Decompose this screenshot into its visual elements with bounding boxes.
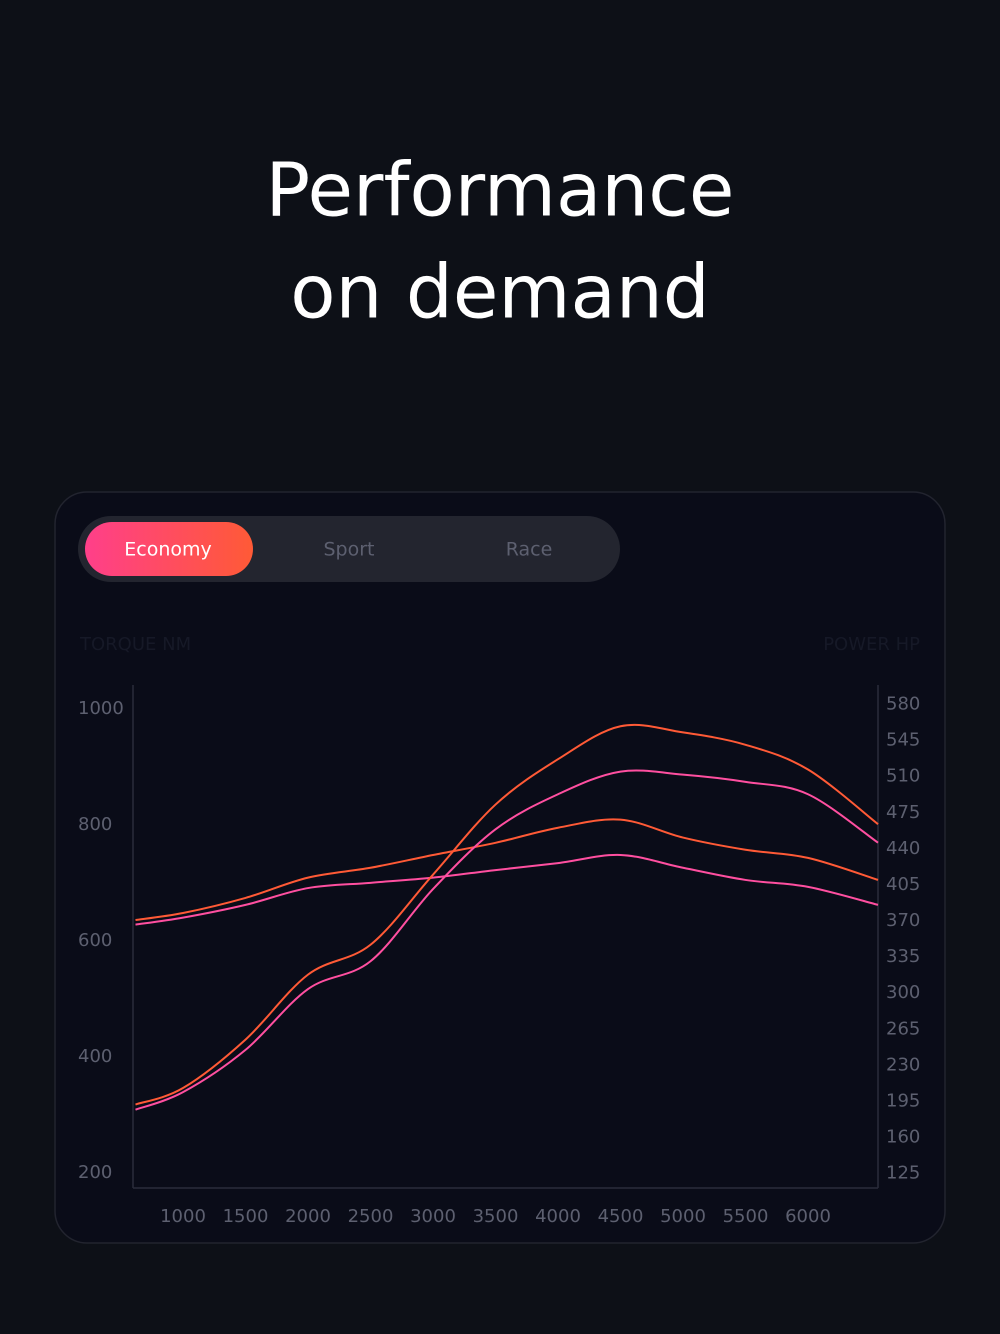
y2-tick-label: 475 — [886, 802, 920, 823]
y-tick-label: 400 — [78, 1046, 112, 1067]
y2-tick-label: 335 — [886, 946, 920, 967]
tab-label[interactable]: Economy — [124, 539, 212, 561]
tab-label[interactable]: Sport — [323, 539, 374, 561]
y2-tick-label: 160 — [886, 1126, 920, 1147]
x-tick-label: 2000 — [285, 1206, 331, 1227]
y-tick-label: 1000 — [78, 698, 124, 719]
y-tick-label: 200 — [78, 1162, 112, 1183]
x-tick-label: 5000 — [660, 1206, 706, 1227]
x-tick-label: 5500 — [723, 1206, 769, 1227]
headline: Performance — [266, 148, 735, 234]
y2-tick-label: 230 — [886, 1054, 920, 1075]
x-tick-label: 2500 — [348, 1206, 394, 1227]
y2-tick-label: 265 — [886, 1018, 920, 1039]
y2-tick-label: 300 — [886, 982, 920, 1003]
y2-axis-title: POWER HP — [823, 634, 920, 655]
tab-active-pill[interactable] — [85, 522, 253, 576]
y2-tick-label: 580 — [886, 694, 920, 715]
y2-tick-label: 510 — [886, 766, 920, 787]
line-series — [135, 723, 879, 1106]
tab-label[interactable]: Race — [506, 539, 553, 561]
x-tick-label: 4500 — [598, 1206, 644, 1227]
x-tick-label: 6000 — [785, 1206, 831, 1227]
y-axis-title: TORQUE NM — [79, 634, 191, 655]
y2-tick-label: 440 — [886, 838, 920, 859]
x-tick-label: 4000 — [535, 1206, 581, 1227]
y2-tick-label: 195 — [886, 1090, 920, 1111]
line-series — [135, 853, 879, 926]
y-tick-label: 800 — [78, 814, 112, 835]
x-tick-label: 1000 — [160, 1206, 206, 1227]
headline: on demand — [290, 250, 710, 336]
y2-tick-label: 405 — [886, 874, 920, 895]
y2-tick-label: 370 — [886, 910, 920, 931]
y-tick-label: 600 — [78, 930, 112, 951]
x-tick-label: 3000 — [410, 1206, 456, 1227]
x-tick-label: 3500 — [473, 1206, 519, 1227]
line-series — [135, 769, 879, 1111]
card — [54, 491, 946, 1244]
y2-tick-label: 545 — [886, 730, 920, 751]
y2-tick-label: 125 — [886, 1163, 920, 1184]
line-series — [135, 818, 879, 921]
x-tick-label: 1500 — [223, 1206, 269, 1227]
